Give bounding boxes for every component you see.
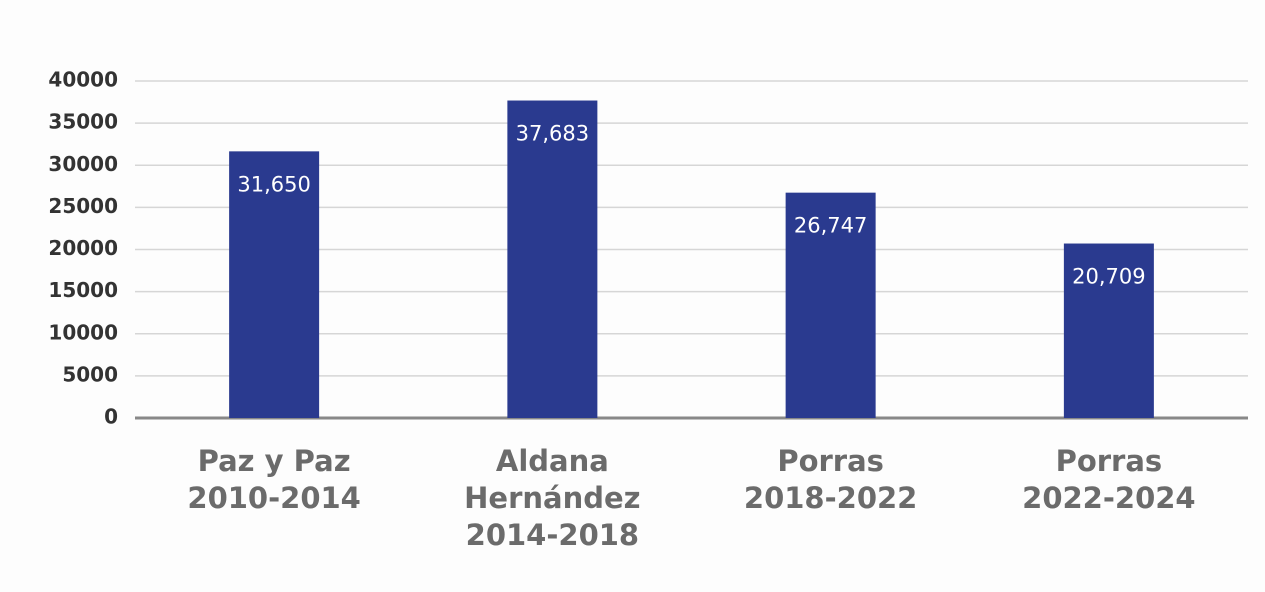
value-label: 20,709 [1072,265,1145,289]
y-tick-label: 25000 [48,194,118,218]
bar [229,151,320,418]
value-label: 37,683 [516,122,589,146]
y-tick-label: 35000 [48,110,118,134]
y-tick-label: 20000 [48,236,118,260]
x-tick-label: Porras 2018-2022 [743,444,918,515]
bar [507,100,598,418]
x-tick-label: Paz y Paz 2010-2014 [187,444,361,515]
y-tick-label: 5000 [62,362,118,386]
bar [1063,243,1154,418]
value-label: 31,650 [237,172,310,196]
y-tick-label: 40000 [48,68,118,92]
y-tick-label: 30000 [48,152,118,176]
y-tick-label: 10000 [48,320,118,344]
x-tick-label: Porras 2022-2024 [1022,444,1196,515]
x-tick-label: Aldana Hernández 2014-2018 [464,444,641,552]
value-label: 26,747 [794,214,867,238]
bar [785,192,876,418]
y-tick-label: 0 [104,405,118,429]
y-tick-label: 15000 [48,278,118,302]
